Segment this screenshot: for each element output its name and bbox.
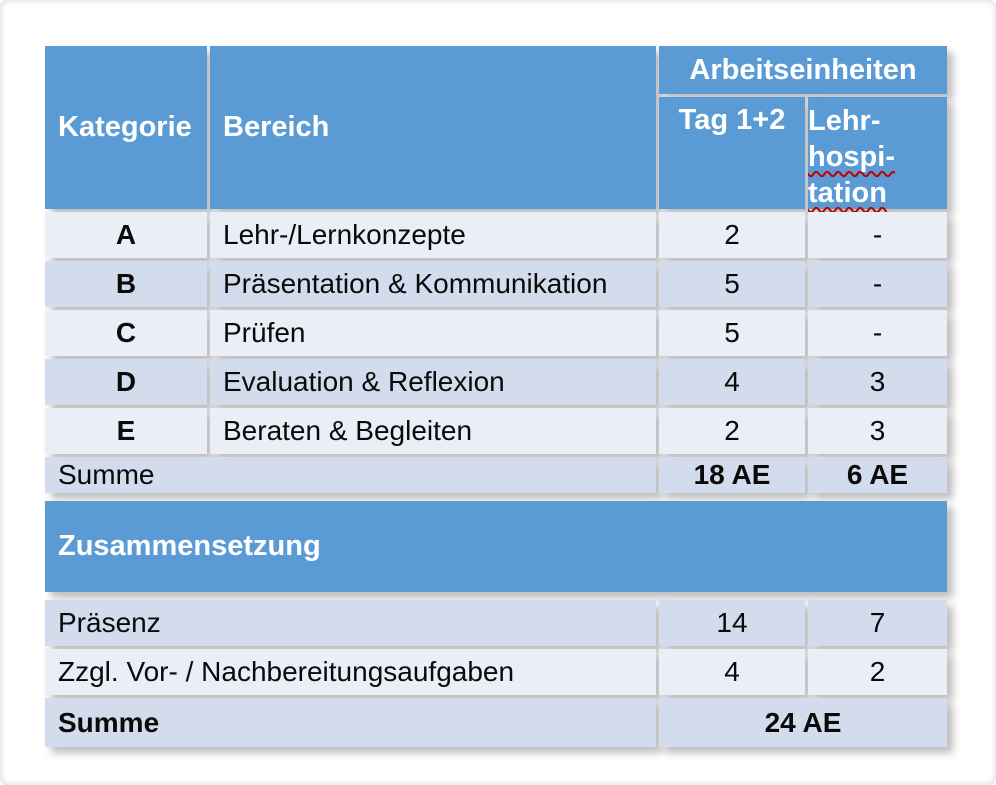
tag-value-cell: 4 xyxy=(659,359,805,405)
zusammensetzung-header-cell: Zusammensetzung xyxy=(45,501,947,592)
tag-value-cell: 5 xyxy=(659,261,805,307)
header-cell-lehrhospitation-line3: tation xyxy=(808,176,887,209)
category-cell: A xyxy=(45,212,207,258)
bereich-cell: Prüfen xyxy=(210,310,656,356)
bereich-cell: Evaluation & Reflexion xyxy=(210,359,656,405)
header-cell-arbeitseinheiten: Arbeitseinheiten xyxy=(659,46,947,94)
tag-value-cell: 5 xyxy=(659,310,805,356)
bereich-cell: Lehr-/Lernkonzepte xyxy=(210,212,656,258)
hospitation-value-cell: 3 xyxy=(808,359,947,405)
tag-value-cell: 4 xyxy=(659,649,805,695)
header-cell-bereich: Bereich xyxy=(210,46,656,209)
hospitation-value-cell: - xyxy=(808,310,947,356)
hospitation-value-cell: - xyxy=(808,212,947,258)
summe-total-label-cell: Summe xyxy=(45,698,656,747)
hospitation-value-cell: 2 xyxy=(808,649,947,695)
summe-hospitation-total-cell: 6 AE xyxy=(808,457,947,493)
praesenz-label-cell: Präsenz xyxy=(45,600,656,646)
summe-label-cell: Summe xyxy=(45,457,656,493)
hospitation-value-cell: 7 xyxy=(808,600,947,646)
category-cell: D xyxy=(45,359,207,405)
header-cell-lehrhospitation-line2: hospi- xyxy=(808,140,895,173)
summe-grand-total-cell: 24 AE xyxy=(659,698,947,747)
header-cell-tag-1-2: Tag 1+2 xyxy=(659,97,805,209)
header-cell-lehrhospitation-line1: Lehr- xyxy=(808,104,881,137)
summe-tag-total-cell: 18 AE xyxy=(659,457,805,493)
tag-value-cell: 14 xyxy=(659,600,805,646)
hospitation-value-cell: - xyxy=(808,261,947,307)
header-cell-kategorie: Kategorie xyxy=(45,46,207,209)
category-cell: E xyxy=(45,408,207,454)
bereich-cell: Beraten & Begleiten xyxy=(210,408,656,454)
arbeitseinheiten-table: Kategorie Bereich Arbeitseinheiten Tag 1… xyxy=(45,46,947,747)
category-cell: C xyxy=(45,310,207,356)
tag-value-cell: 2 xyxy=(659,408,805,454)
hospitation-value-cell: 3 xyxy=(808,408,947,454)
tag-value-cell: 2 xyxy=(659,212,805,258)
zzgl-label-cell: Zzgl. Vor- / Nachbereitungsaufgaben xyxy=(45,649,656,695)
header-cell-lehrhospitation: Lehr- hospi- tation xyxy=(808,97,947,209)
category-cell: B xyxy=(45,261,207,307)
bereich-cell: Präsentation & Kommunikation xyxy=(210,261,656,307)
